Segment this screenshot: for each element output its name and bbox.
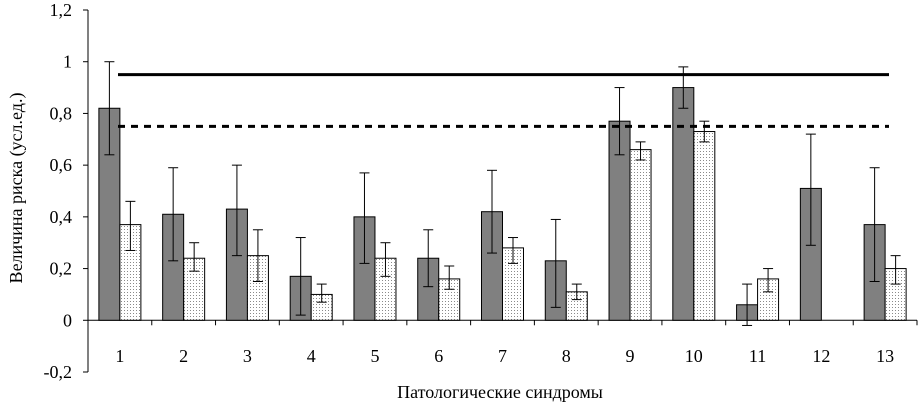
y-tick-label: 1,2 <box>50 0 73 20</box>
y-tick-label: 0,6 <box>50 155 73 175</box>
x-tick-label: 2 <box>179 346 188 366</box>
x-tick-label: 1 <box>115 346 124 366</box>
y-tick-label: 0,4 <box>50 207 73 227</box>
y-tick-label: 1 <box>63 52 72 72</box>
x-tick-label: 11 <box>749 346 766 366</box>
y-axis-title: Величина риска (усл.ед.) <box>6 93 27 284</box>
x-tick-label: 7 <box>498 346 507 366</box>
x-tick-label: 12 <box>812 346 830 366</box>
x-tick-label: 4 <box>307 346 316 366</box>
x-tick-label: 13 <box>876 346 894 366</box>
x-tick-label: 10 <box>685 346 703 366</box>
x-tick-label: 8 <box>562 346 571 366</box>
bar-dotted <box>693 131 716 321</box>
bar-gray <box>672 87 695 321</box>
x-tick-label: 5 <box>370 346 379 366</box>
bar-dotted <box>629 149 652 321</box>
x-axis-title: Патологические синдромы <box>397 382 603 402</box>
y-tick-label: 0,2 <box>50 259 73 279</box>
plot-area: -0,200,20,40,60,811,21 2 3 4 5 6 7 8 9 10 11 12 13 <box>44 0 918 382</box>
x-tick-label: 6 <box>434 346 443 366</box>
y-tick-label: 0,8 <box>50 103 73 123</box>
y-tick-label: -0,2 <box>44 362 73 382</box>
x-tick-label: 9 <box>626 346 635 366</box>
y-tick-label: 0 <box>63 310 72 330</box>
x-tick-label: 3 <box>243 346 252 366</box>
